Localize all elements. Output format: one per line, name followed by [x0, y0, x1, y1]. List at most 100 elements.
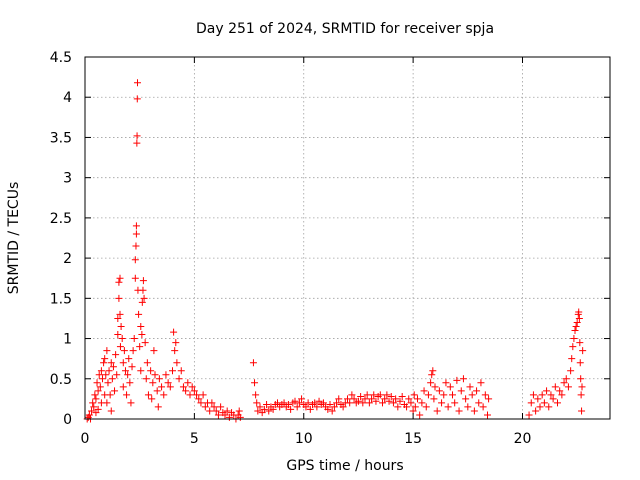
data-point	[93, 379, 101, 387]
data-point	[254, 407, 262, 415]
data-point	[135, 310, 143, 318]
data-point	[350, 395, 358, 403]
data-point	[175, 375, 183, 383]
data-point	[529, 391, 537, 399]
data-point	[424, 391, 432, 399]
data-point	[446, 383, 454, 391]
data-point	[392, 395, 400, 403]
data-point	[558, 391, 566, 399]
data-point	[339, 403, 347, 411]
x-axis-label: GPS time / hours	[286, 458, 403, 474]
data-point	[101, 355, 109, 363]
data-point	[527, 399, 535, 407]
data-point	[184, 379, 192, 387]
data-point	[103, 347, 111, 355]
data-point	[274, 399, 281, 407]
data-point	[193, 391, 201, 399]
data-point	[464, 403, 472, 411]
data-point	[113, 371, 121, 379]
data-point	[578, 383, 586, 391]
data-point	[429, 367, 437, 375]
x-tick-label: 10	[295, 431, 313, 447]
data-point	[265, 407, 273, 415]
data-point	[143, 359, 151, 367]
data-point	[311, 399, 319, 407]
data-point	[302, 403, 310, 411]
data-point	[428, 371, 436, 379]
data-point	[177, 367, 185, 375]
data-point	[543, 387, 551, 395]
data-point	[549, 395, 557, 403]
data-point	[284, 401, 292, 409]
y-tick-label: 3.5	[50, 130, 72, 146]
data-point	[109, 363, 117, 371]
data-point	[536, 403, 544, 411]
data-point	[260, 405, 268, 413]
data-point	[473, 387, 481, 395]
data-point	[85, 411, 93, 419]
data-point	[418, 399, 426, 407]
data-point	[313, 403, 321, 411]
data-point	[133, 132, 141, 140]
data-point	[153, 387, 161, 395]
data-point	[348, 391, 356, 399]
data-point	[141, 339, 149, 347]
data-point	[570, 335, 578, 343]
data-point	[235, 407, 243, 415]
data-point	[411, 403, 419, 411]
data-point	[170, 328, 178, 336]
data-point	[579, 347, 587, 355]
data-point	[573, 318, 581, 326]
data-point	[132, 222, 140, 230]
data-point	[457, 387, 465, 395]
data-point	[133, 95, 141, 103]
data-points	[83, 79, 587, 423]
data-point	[171, 347, 179, 355]
y-tick-label: 1.5	[50, 291, 72, 307]
axis-ticks	[84, 56, 610, 420]
data-point	[118, 335, 126, 343]
data-point	[477, 379, 485, 387]
data-point	[578, 407, 586, 415]
data-point	[147, 367, 155, 375]
data-point	[251, 379, 259, 387]
x-tick-label: 20	[514, 431, 532, 447]
data-point	[481, 391, 489, 399]
data-point	[416, 411, 424, 419]
data-point	[442, 379, 450, 387]
data-point	[144, 391, 152, 399]
data-point	[123, 391, 131, 399]
data-point	[576, 339, 584, 347]
data-point	[197, 399, 205, 407]
data-point	[179, 383, 187, 391]
data-point	[269, 405, 277, 413]
data-point	[562, 375, 570, 383]
data-point	[306, 405, 314, 413]
data-point	[556, 387, 564, 395]
data-point	[104, 379, 112, 387]
data-point	[124, 371, 132, 379]
data-point	[361, 395, 369, 403]
data-point	[214, 411, 222, 419]
data-point	[560, 379, 568, 387]
data-point	[138, 331, 146, 339]
data-point	[479, 403, 487, 411]
data-point	[365, 399, 373, 407]
data-point	[115, 278, 123, 286]
data-point	[394, 403, 402, 411]
data-point	[249, 359, 257, 367]
data-point	[422, 403, 430, 411]
data-point	[212, 407, 220, 415]
data-point	[330, 403, 338, 411]
data-point	[115, 294, 123, 302]
data-point	[263, 401, 271, 409]
y-tick-label: 1	[63, 332, 72, 348]
data-point	[405, 395, 413, 403]
data-point	[199, 391, 207, 399]
data-point	[142, 375, 150, 383]
data-point	[166, 383, 174, 391]
data-point	[568, 355, 576, 363]
data-point	[116, 343, 124, 351]
data-point	[217, 403, 225, 411]
